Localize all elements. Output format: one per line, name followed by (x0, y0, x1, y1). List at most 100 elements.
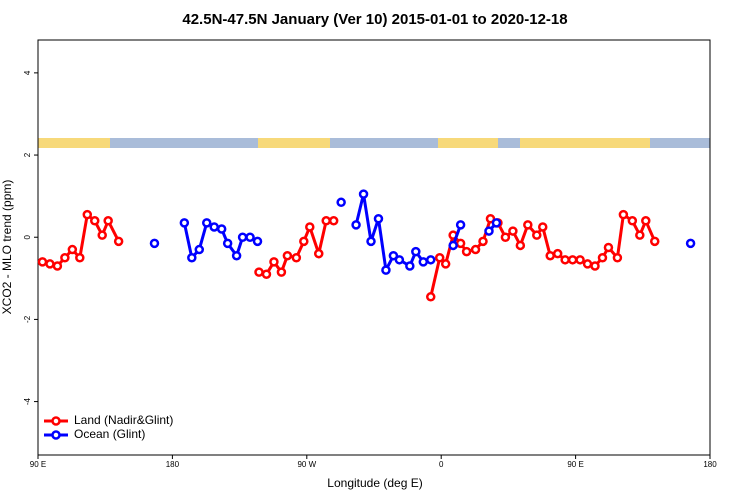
x-axis-label: Longitude (deg E) (327, 476, 422, 490)
data-point (575, 255, 585, 265)
data-point (276, 267, 287, 277)
data-point (97, 230, 107, 240)
data-point (597, 253, 608, 263)
data-point (373, 213, 384, 224)
data-point (216, 224, 227, 234)
data-point (434, 253, 445, 263)
data-point (508, 226, 518, 236)
data-point (455, 220, 466, 230)
data-point (201, 218, 212, 228)
x-tick-label: 90 E (567, 460, 583, 469)
data-point (269, 257, 279, 267)
data-point (545, 250, 555, 261)
data-point (478, 236, 488, 247)
data-point (75, 253, 85, 263)
data-point (388, 250, 399, 261)
data-point (328, 216, 339, 226)
data-point (425, 255, 436, 265)
data-point (245, 232, 255, 242)
data-point (254, 267, 264, 277)
data-point (461, 246, 472, 257)
data-point (89, 216, 100, 226)
data-point (321, 216, 331, 226)
data-point (560, 255, 570, 265)
data-point (82, 209, 93, 220)
data-point (231, 250, 242, 261)
data-point (685, 238, 696, 249)
legend-label: Ocean (Glint) (74, 427, 145, 441)
land-band (438, 138, 498, 148)
data-point (641, 216, 651, 226)
data-point (381, 265, 391, 275)
data-point (603, 242, 614, 253)
land-ocean-strip (38, 138, 710, 148)
data-point (590, 261, 600, 271)
y-tick-label: 0 (23, 234, 32, 239)
data-point (485, 213, 496, 224)
data-point (618, 209, 629, 220)
data-point (394, 255, 405, 265)
data-point (411, 246, 421, 257)
data-point (484, 226, 494, 236)
data-point (635, 230, 645, 240)
x-tick-label: 180 (703, 460, 717, 469)
ocean-band (38, 138, 710, 148)
land-band (520, 138, 650, 148)
data-point (179, 218, 190, 228)
land-band (38, 138, 110, 148)
legend-marker (51, 430, 61, 440)
data-point (470, 244, 481, 255)
data-point (67, 244, 78, 255)
data-point (313, 248, 324, 259)
data-point (60, 253, 70, 263)
x-tick-label: 90 E (30, 460, 46, 469)
data-point (500, 232, 511, 242)
data-point (52, 261, 63, 271)
data-point (37, 257, 48, 267)
data-point (252, 236, 263, 247)
data-point (491, 218, 502, 228)
data-point (305, 222, 315, 232)
data-point (45, 259, 55, 269)
data-point (523, 220, 533, 230)
data-point (103, 216, 113, 226)
data-point (440, 259, 451, 269)
data-point (582, 259, 593, 269)
data-point (448, 230, 458, 240)
x-tick-label: 90 W (297, 460, 316, 469)
data-point (209, 222, 219, 232)
data-point (418, 257, 429, 267)
plot-frame (37, 39, 711, 456)
data-point (282, 250, 293, 261)
y-tick-label: 2 (23, 152, 32, 157)
data-point (187, 253, 197, 263)
data-point (448, 240, 458, 251)
y-tick-label: -4 (23, 397, 32, 405)
data-point (113, 236, 124, 247)
legend-label: Land (Nadir&Glint) (74, 413, 173, 427)
legend-marker (51, 416, 61, 426)
data-point (627, 216, 638, 226)
x-tick-label: 0 (439, 460, 444, 469)
data-point (552, 248, 563, 259)
y-axis-label: XCO2 - MLO trend (ppm) (0, 180, 14, 315)
data-point (649, 236, 660, 247)
data-point (612, 253, 623, 263)
data-point (537, 222, 548, 232)
data-point (515, 240, 526, 251)
y-tick-label: 4 (23, 70, 32, 75)
y-tick-label: -2 (23, 315, 32, 323)
data-point (291, 253, 302, 263)
data-point (455, 238, 466, 249)
data-point (532, 230, 542, 240)
chart-title: 42.5N-47.5N January (Ver 10) 2015-01-01 … (182, 11, 567, 28)
data-point (425, 292, 436, 302)
data-point (194, 244, 205, 255)
data-point (222, 238, 233, 249)
data-point (237, 232, 248, 242)
land-band (258, 138, 330, 148)
data-point (405, 261, 415, 271)
data-point (567, 255, 578, 265)
data-point (299, 236, 309, 247)
